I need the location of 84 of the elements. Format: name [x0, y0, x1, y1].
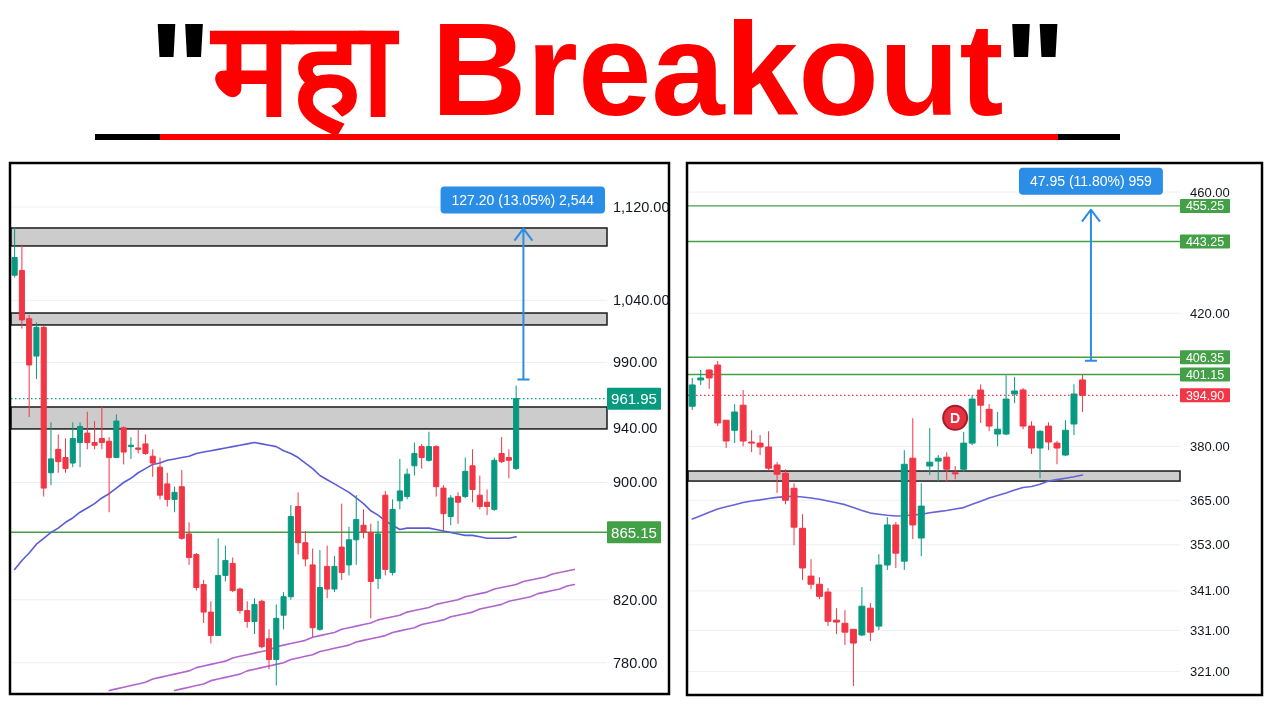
candlestick: [120, 425, 127, 465]
candlestick: [418, 443, 425, 470]
candlestick: [47, 421, 55, 486]
candlestick: [943, 451, 951, 483]
candlestick: [425, 431, 432, 463]
y-tick-label: 353.00: [1190, 537, 1230, 553]
chart-title: "महा Breakout": [148, 0, 1067, 143]
candlestick: [909, 417, 917, 540]
candlestick: [375, 520, 382, 590]
candlestick: [934, 454, 942, 483]
candlestick: [251, 597, 258, 635]
candlestick: [917, 482, 925, 557]
y-tick-label: 341.00: [1190, 583, 1230, 599]
candlestick: [858, 586, 866, 637]
candlestick: [1036, 429, 1044, 479]
candlestick: [331, 555, 338, 593]
candlestick: [731, 403, 739, 444]
candlestick: [892, 521, 900, 569]
y-tick-label: 460.00: [1190, 184, 1230, 200]
candlestick: [447, 494, 454, 526]
candlestick: [338, 503, 345, 581]
candlestick: [433, 444, 440, 498]
candlestick: [1011, 376, 1019, 404]
y-tick-label: 420.00: [1190, 305, 1230, 321]
candlestick: [11, 226, 18, 279]
candlestick: [688, 377, 696, 411]
candlestick: [316, 549, 323, 632]
y-tick-label: 321.00: [1190, 663, 1230, 679]
y-tick-label: 820.00: [613, 591, 658, 608]
candlestick: [40, 325, 47, 498]
candlestick: [866, 602, 874, 642]
ref-line-label: 406.35: [1185, 350, 1225, 365]
line-series: [173, 583, 576, 692]
y-tick-label: 380.00: [1190, 439, 1230, 455]
y-tick-label: 1,120.00: [613, 198, 670, 215]
candlestick: [960, 431, 968, 473]
annotation: 127.20 (13.05%) 2,544: [451, 192, 595, 209]
ref-line-label: 455.25: [1185, 199, 1225, 214]
candlestick: [462, 457, 469, 499]
candlestick: [389, 498, 396, 576]
y-tick-label: 365.00: [1190, 492, 1230, 508]
ref-line-label: 865.15: [611, 523, 657, 541]
candlestick: [1062, 419, 1069, 457]
ref-line-label: 443.25: [1185, 235, 1225, 249]
line-series: [108, 568, 576, 692]
candlestick: [1078, 374, 1086, 413]
line-series: [691, 474, 1084, 520]
candlestick: [968, 394, 976, 446]
ref-line-label: 394.90: [1185, 388, 1225, 403]
y-tick-label: 1,040.00: [613, 292, 670, 309]
candlestick: [697, 369, 705, 386]
candlestick: [491, 457, 498, 512]
candlestick: [113, 413, 120, 459]
candlestick: [273, 603, 280, 687]
candlestick: [875, 553, 883, 631]
candlestick: [171, 486, 178, 513]
y-tick-label: 990.00: [613, 354, 658, 371]
candlestick: [127, 436, 134, 460]
line-series: [13, 441, 517, 571]
candlestick: [454, 491, 462, 525]
candlestick: [33, 321, 40, 380]
candlestick: [799, 513, 806, 581]
candlestick: [440, 484, 447, 532]
annotation: D: [950, 409, 961, 426]
candlestick: [309, 548, 316, 638]
candlestick: [722, 419, 730, 449]
y-tick-label: 940.00: [613, 419, 658, 436]
candlestick: [149, 448, 156, 478]
y-tick-label: 331.00: [1190, 622, 1230, 638]
candlestick: [324, 545, 331, 599]
ref-line-label: 961.95: [611, 390, 657, 408]
candlestick: [951, 465, 959, 480]
candlestick: [382, 490, 389, 576]
candlestick: [883, 516, 891, 571]
candlestick: [926, 427, 934, 476]
annotation: 47.95 (11.80%) 959: [1029, 173, 1153, 190]
candlestick: [985, 403, 993, 432]
y-tick-label: 900.00: [613, 474, 658, 491]
candlestick: [1070, 383, 1078, 436]
y-tick-label: 780.00: [613, 654, 658, 671]
candlestick: [469, 448, 476, 503]
candlestick: [411, 442, 418, 477]
candlestick: [900, 449, 908, 571]
ref-line-label: 401.15: [1185, 367, 1225, 382]
